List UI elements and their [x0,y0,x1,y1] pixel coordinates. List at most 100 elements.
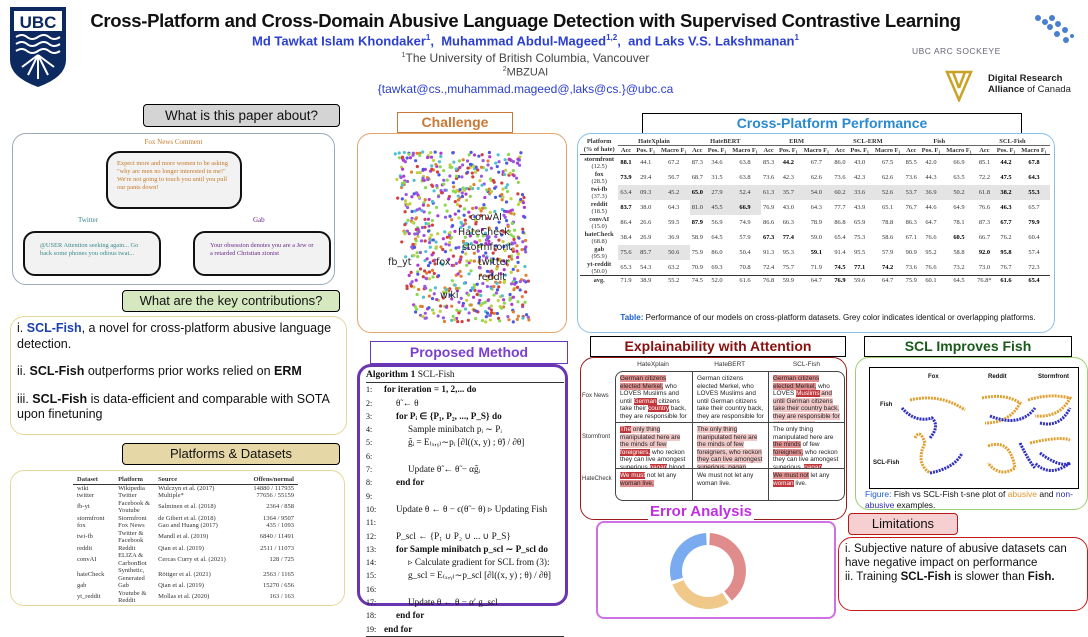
tsne-point [469,303,473,307]
tsne-point [426,217,431,221]
limitation-item: ii. Training SCL-Fish is slower than Fis… [845,570,1081,584]
value-cell: 29.4 [640,174,652,181]
platform-pct: (37.3) [591,192,607,200]
dataset-row: twi-fb Twitter & Facebook Mandl et al. (20… [73,530,298,545]
tsne-point [515,255,520,260]
tsne-point [500,233,504,237]
tsne-point [502,230,507,234]
tsne-point [473,170,478,174]
tsne-point [498,280,502,284]
value-cell: 68.7 [691,174,703,181]
value-cell: 64.9 [953,204,965,211]
platform-pct: (68.8) [591,237,607,245]
tsne-point [452,185,456,189]
sponsor-line: of Canada [1024,84,1071,95]
tsne-point [470,171,474,175]
attention-token: pagan [649,463,668,468]
platform-cell: reddit (18.5) [580,200,618,215]
value-cell: 76.6 [925,234,937,241]
table-cell: 163 / 163 [269,593,294,601]
metric-header: Pos. F₁ [850,146,869,154]
attention-token: of few [800,441,820,449]
tsne-point [463,307,468,311]
item-text: outperforms prior works relied on [84,364,275,378]
algorithm-line: 15: g_scl = E₍ₓ,ᵧ₎∼p_scl [∂l((x, y) ; θ) … [366,569,564,582]
value-cell: 91.4 [834,249,846,256]
value-cell: 73.6 [834,174,846,181]
tsne-point [487,226,491,230]
tsne-point [512,277,517,281]
tsne-point [509,197,513,201]
table-cell: Gao and Huang (2017) [158,522,218,529]
tsne-point [497,285,501,289]
tsne-point [462,207,467,211]
tsne-point [410,280,414,284]
value-cell: 95.8 [1000,249,1012,256]
tsne-point [454,286,459,291]
value-cell: 62.6 [882,174,894,181]
attention-text: The only thing manipulated here are the … [620,426,686,468]
line-number: 14: [366,558,377,568]
tsne-point [512,237,516,242]
tsne-point [466,246,470,250]
tsne-point [508,209,513,213]
value-cell: 71.9 [810,264,822,271]
tsne-point [491,275,495,279]
contribution-item: i. SCL-Fish, a novel for cross-platform … [17,321,340,352]
value-cell: 76.7 [1000,264,1012,271]
tsne-point [450,304,454,308]
tsne-point [401,158,405,162]
tsne-point [423,258,427,263]
tsne-point [462,281,466,285]
tsne-point [462,213,466,217]
tsne-point [495,311,499,316]
item-prefix: i. [17,321,27,335]
tsne-point [432,189,436,193]
tsne-point [467,225,471,229]
value-cell: 52.4 [729,185,761,200]
tsne-point [421,203,426,207]
value-cell: 56.7 [668,174,680,181]
dataset-row: stormfront Stormfront de Gibert et al. (20… [73,515,298,523]
tsne-point [436,232,440,236]
tsne-point [511,247,515,251]
tsne-point [444,305,449,309]
tsne-point [430,253,434,257]
tsne-point [502,259,506,263]
tsne-point [466,166,470,170]
abusive-curve [1027,394,1073,418]
tsne-point [508,296,512,300]
tsne-point [511,249,515,253]
item-bold: SCL-Fish [32,391,88,406]
tsne-point [402,150,406,155]
table-cell: Multiple* [158,492,184,499]
attention-cell: We must not let any woman live. [768,468,844,500]
platform-cell: fox (28.5) [580,170,618,185]
value-cell: 65.1 [882,204,894,211]
tsne-point [405,156,409,160]
dataset-row: gab Gab Qian et al. (2019) 15270 / 656 [73,582,298,590]
tsne-point [434,205,439,210]
tsne-point [522,205,526,210]
tsne-point [408,156,413,160]
tsne-point [520,248,524,252]
tsne-point [434,162,438,167]
value-cell: 64.5 [711,234,723,241]
tsne-point [523,264,527,269]
tsne-point [503,158,507,162]
tsne-point [502,268,506,272]
line-number: 13: [366,544,377,554]
table-cell: 6840 / 11491 [259,533,294,541]
tsne-point [414,216,419,220]
table-row: yt-reddit (50.0) 65.3 54.3 63.2 70.9 69.3 70.8 7… [580,260,1050,276]
attention-token: back, they are responsible for what happ… [620,405,687,422]
tsne-point [509,211,513,215]
attention-token: foreigners, [773,448,804,456]
value-cell: 73.9 [620,174,632,181]
tsne-point [474,222,478,226]
tsne-point [451,189,455,193]
table-cell: de Gibert et al. (2018) [158,514,216,522]
col-label-reddit: Reddit [988,374,1007,380]
tsne-point [406,218,410,222]
column-header: Platform [114,476,155,485]
